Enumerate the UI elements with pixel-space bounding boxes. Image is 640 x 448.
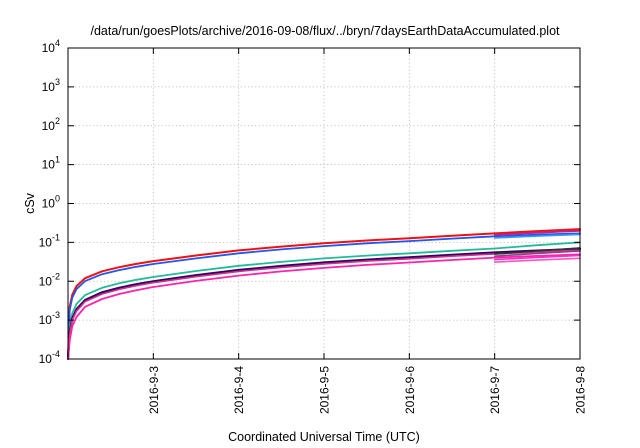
x-tick-label: 2016-9-4 — [232, 366, 246, 414]
series-line-2 — [67, 232, 581, 360]
x-axis-label: Coordinated Universal Time (UTC) — [228, 430, 420, 444]
x-tick-label: 2016-9-8 — [574, 366, 588, 414]
series-line-3 — [67, 241, 581, 360]
y-tick-label: 100 — [42, 194, 60, 211]
x-tick-label: 2016-9-6 — [403, 366, 417, 414]
series-line-4 — [66, 247, 582, 361]
series-line-9 — [493, 233, 581, 239]
y-tick-label: 102 — [42, 116, 60, 133]
series-line-11 — [493, 250, 581, 257]
series-line-10 — [493, 247, 581, 255]
y-ticks: 10-4 10-3 10-2 10-1 100 101 102 103 104 — [39, 38, 580, 366]
grid — [68, 48, 580, 359]
x-tick-label: 2016-9-3 — [147, 366, 161, 414]
x-ticks: 2016-9-3 2016-9-4 2016-9-5 2016-9-6 2016-9-7… — [147, 48, 588, 414]
y-tick-label: 104 — [42, 38, 60, 55]
y-tick-label: 10-3 — [39, 310, 60, 327]
series-line-13 — [493, 257, 581, 263]
y-tick-label: 10-2 — [39, 271, 60, 288]
series-line-6 — [67, 253, 581, 360]
y-axis-label: cSv — [23, 192, 37, 214]
chart-title: /data/run/goesPlots/archive/2016-09-08/f… — [90, 24, 560, 38]
series-line-1 — [67, 228, 581, 360]
series-line-8 — [493, 230, 581, 236]
y-tick-label: 101 — [42, 155, 60, 172]
series-layer — [66, 228, 582, 361]
x-tick-label: 2016-9-7 — [488, 366, 502, 414]
y-tick-label: 10-1 — [39, 232, 60, 249]
y-tick-label: 103 — [42, 77, 60, 94]
x-tick-label: 2016-9-5 — [318, 366, 332, 414]
y-tick-label: 10-4 — [39, 349, 60, 366]
series-line-5 — [67, 249, 581, 360]
series-line-12 — [493, 254, 581, 261]
